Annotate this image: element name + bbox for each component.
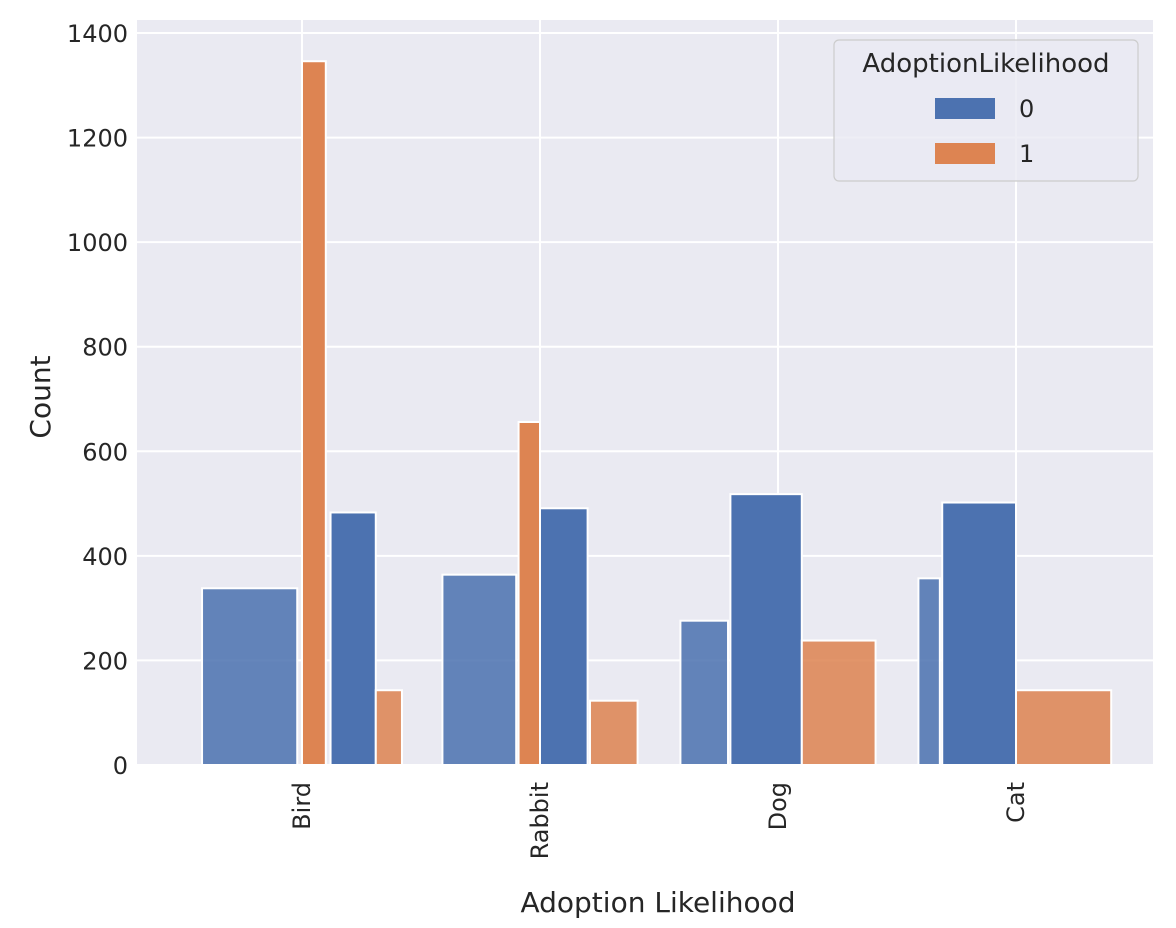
- bar-dog-hue-0: [729, 493, 803, 766]
- y-tick-label: 600: [82, 438, 128, 466]
- x-tick-label: Dog: [764, 782, 792, 830]
- y-tick-label: 0: [113, 752, 128, 780]
- x-axis-title: Adoption Likelihood: [520, 886, 795, 919]
- bar-dog-hue-1: [800, 639, 877, 766]
- bar-bird-hue-0: [329, 511, 377, 767]
- y-tick-label: 1400: [67, 20, 128, 48]
- bars: [201, 60, 1113, 767]
- legend-label-0: 0: [1019, 95, 1034, 123]
- bar-bird-hue-1: [374, 689, 403, 767]
- bar-rabbit-hue-1: [588, 699, 639, 767]
- bar-cat-hue-1: [1015, 689, 1113, 767]
- x-tick-labels: Bird Rabbit Dog Cat: [288, 782, 1030, 859]
- y-axis-title: Count: [24, 355, 57, 438]
- bar-bird-hue-0: [201, 587, 299, 766]
- legend-swatch-1: [935, 143, 995, 164]
- y-tick-label: 1200: [67, 125, 128, 153]
- bar-cat-hue-0: [917, 577, 941, 767]
- y-tick-label: 800: [82, 334, 128, 362]
- bar-bird-hue-1: [301, 60, 327, 766]
- x-tick-label: Cat: [1002, 782, 1030, 823]
- legend: AdoptionLikelihood 0 1: [833, 39, 1139, 182]
- y-tick-label: 1000: [67, 229, 128, 257]
- y-tick-label: 400: [82, 543, 128, 571]
- bar-rabbit-hue-0: [441, 573, 518, 766]
- x-tick-label: Bird: [288, 782, 316, 830]
- bar-dog-hue-0: [679, 619, 730, 766]
- legend-swatch-0: [935, 98, 995, 119]
- y-tick-labels: 0 200 400 600 800 1000 1200 1400: [67, 20, 128, 780]
- legend-title: AdoptionLikelihood: [862, 49, 1109, 79]
- bar-rabbit-hue-1: [517, 421, 542, 766]
- y-tick-label: 200: [82, 647, 128, 675]
- bar-cat-hue-0: [941, 501, 1017, 766]
- x-tick-label: Rabbit: [526, 782, 554, 859]
- bar-rabbit-hue-0: [539, 507, 589, 766]
- legend-label-1: 1: [1019, 140, 1034, 168]
